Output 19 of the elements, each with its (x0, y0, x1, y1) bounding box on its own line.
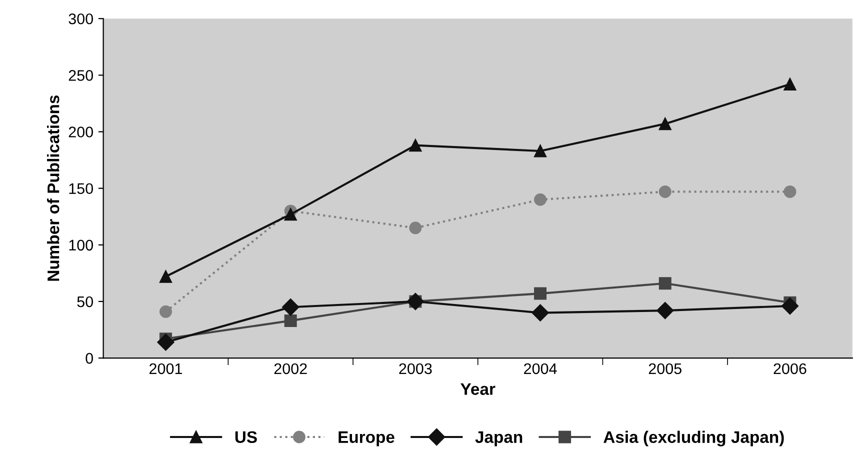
x-tick-label: 2001 (150, 363, 182, 374)
legend-label: Japan (475, 431, 522, 446)
y-tick-label: 100 (69, 240, 94, 251)
x-tick-label: 2004 (524, 363, 557, 374)
legend-label: Asia (excluding Japan) (604, 430, 784, 446)
x-tick-label: 2003 (399, 363, 432, 374)
y-tick-label: 0 (86, 352, 93, 364)
y-tick-label: 300 (68, 13, 94, 24)
y-axis-title: Number of Publications (47, 95, 60, 281)
x-tick-label: 2002 (274, 363, 307, 374)
y-tick-label: 150 (69, 183, 94, 194)
x-tick-label: 2005 (648, 363, 682, 374)
y-tick-label: 50 (77, 296, 93, 308)
legend-label: Europe (338, 431, 394, 446)
x-tick-label: 2006 (774, 363, 806, 374)
x-axis-title: Year (460, 383, 496, 395)
y-tick-label: 200 (68, 126, 94, 138)
y-tick-label: 250 (68, 70, 94, 81)
legend-label: US (235, 431, 257, 443)
